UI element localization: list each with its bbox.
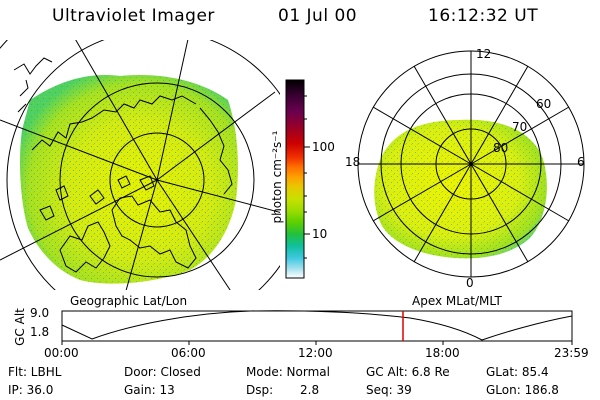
gc-alt-info: GC Alt: 6.8 Re <box>366 365 450 379</box>
colorbar-ticks <box>304 95 310 259</box>
mlat-label-60: 60 <box>536 97 552 111</box>
mode-info: Mode: Normal <box>246 365 330 379</box>
door-info: Door: Closed <box>124 365 201 379</box>
mlt-label-12: 12 <box>476 47 492 61</box>
time-tick-1800: 18:00 <box>425 346 460 360</box>
north-america-coastline <box>59 221 111 273</box>
mlat-label-70: 70 <box>512 120 528 134</box>
time-tick-2359: 23:59 <box>554 346 589 360</box>
altitude-strip-frame <box>61 310 573 342</box>
ip-info: IP: 36.0 <box>8 383 54 397</box>
mlat-label-80: 80 <box>493 141 509 155</box>
mlt-label-0: 0 <box>466 276 474 290</box>
altitude-tick-1-8: 1.8 <box>30 325 50 339</box>
mlt-label-18: 18 <box>345 155 361 169</box>
colorbar-tick-10: 10 <box>312 227 328 241</box>
time-tick-0600: 06:00 <box>171 346 206 360</box>
altitude-tick-9: 9.0 <box>30 306 50 320</box>
filter-info: Flt: LBHL <box>8 365 62 379</box>
siberia-coastline <box>31 95 197 151</box>
time-tick-0000: 00:00 <box>44 346 79 360</box>
instrument-title: Ultraviolet Imager <box>52 6 215 26</box>
altitude-curve <box>61 310 573 341</box>
colorbar-unit: photon cm⁻²s⁻¹ <box>270 130 284 224</box>
geo-lat-70-circle <box>59 82 255 278</box>
altitude-ylabel: GC Alt <box>13 308 27 346</box>
geo-meridians <box>0 40 280 290</box>
dsp-value: 2.8 <box>300 383 320 397</box>
altitude-strip-ticks <box>61 341 573 345</box>
geo-lat-60-circle <box>6 40 280 290</box>
observation-time: 16:12:32 UT <box>428 6 539 26</box>
colorbar <box>285 79 305 279</box>
time-tick-1200: 12:00 <box>298 346 333 360</box>
greenland-coastline <box>111 195 197 269</box>
geo-panel-label: Geographic Lat/Lon <box>70 294 188 308</box>
mlt-label-6: 6 <box>577 155 585 169</box>
asia-outline <box>13 57 53 113</box>
gain-info: Gain: 13 <box>124 383 175 397</box>
seq-info: Seq: 39 <box>366 383 412 397</box>
glon-info: GLon: 186.8 <box>486 383 559 397</box>
geo-lat-80-circle <box>109 132 205 228</box>
arctic-islands <box>39 175 155 221</box>
apex-panel-label: Apex MLat/MLT <box>412 294 502 308</box>
apex-mlt-spokes <box>358 51 584 277</box>
observation-date: 01 Jul 00 <box>278 6 358 26</box>
scandinavia-coastline <box>199 107 233 195</box>
glat-info: GLat: 85.4 <box>486 365 549 379</box>
colorbar-tick-100: 100 <box>312 140 335 154</box>
dsp-label: Dsp: <box>246 383 274 397</box>
apex-polar-plot <box>357 50 585 278</box>
geographic-map <box>0 40 280 290</box>
